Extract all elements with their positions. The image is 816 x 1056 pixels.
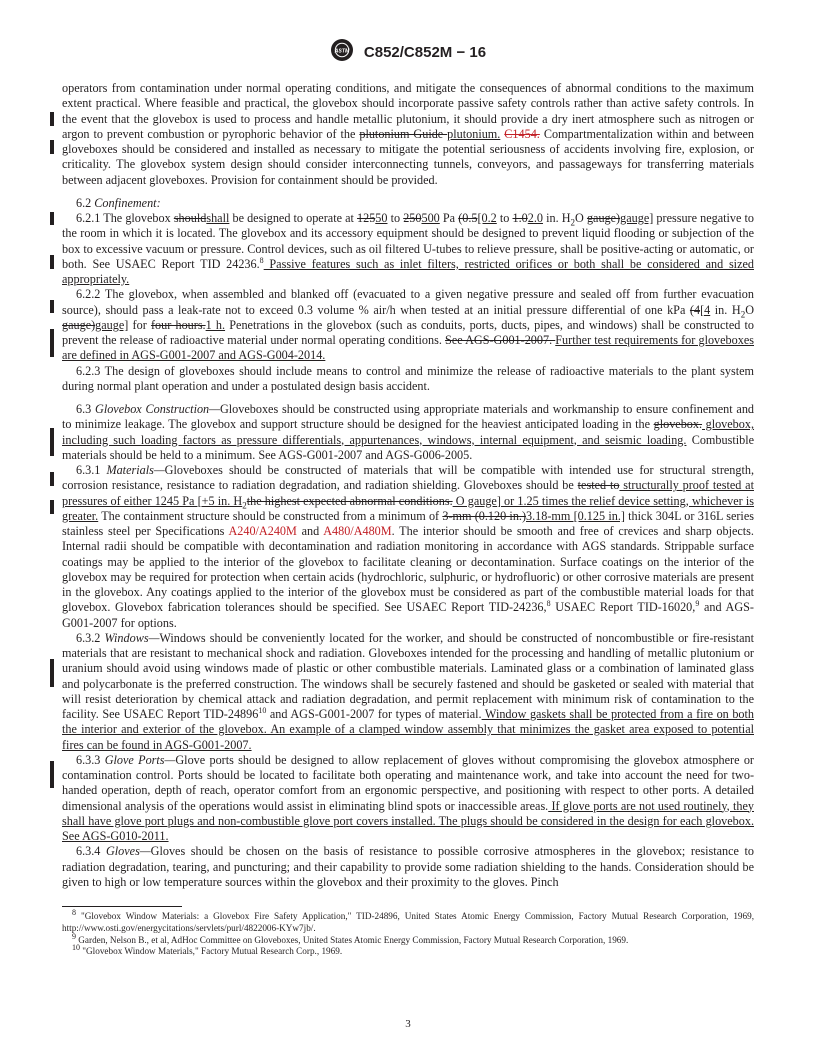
inserted-text: [4 — [700, 303, 710, 317]
change-bar — [50, 300, 54, 313]
text: and AGS-G001-2007 for types of material. — [266, 707, 481, 721]
page: ASTM C852/C852M − 16 operators from cont… — [0, 0, 816, 1056]
svg-text:ASTM: ASTM — [334, 49, 350, 55]
change-bar — [50, 140, 54, 154]
text: USAEC Report TID-16020, — [551, 600, 696, 614]
change-bar — [50, 112, 54, 126]
text: to — [497, 211, 513, 225]
inserted-text: [0.2 — [477, 211, 496, 225]
document-number: C852/C852M − 16 — [364, 44, 486, 61]
text: for — [128, 318, 151, 332]
text: 6.2.2 The glovebox, when assembled and b… — [62, 287, 754, 316]
text: to — [387, 211, 403, 225]
body-text: operators from contamination under norma… — [62, 81, 754, 958]
change-bar — [50, 255, 54, 269]
inserted-text: gauge] — [95, 318, 128, 332]
section-number: 6.3 — [76, 402, 95, 416]
deleted-text: 250 — [403, 211, 421, 225]
change-bar — [50, 329, 54, 357]
deleted-ref: C1454. — [504, 127, 540, 141]
section-title: Confinement: — [94, 196, 160, 210]
footnote-text: "Glovebox Window Materials: a Glovebox F… — [62, 911, 754, 933]
change-bar — [50, 212, 54, 225]
change-bar — [50, 500, 54, 514]
section-number: 6.3.1 — [76, 463, 106, 477]
change-bar — [50, 428, 54, 456]
deleted-text: tested to — [578, 478, 620, 492]
section-number: 6.2 — [76, 196, 94, 210]
deleted-text: four hours. — [151, 318, 206, 332]
deleted-text: 125 — [357, 211, 375, 225]
change-bar — [50, 659, 54, 687]
inserted-text: gauge] — [620, 211, 653, 225]
para-6-3-1: 6.3.1 Materials—Gloveboxes should be con… — [62, 463, 754, 631]
text: be designed to operate at — [229, 211, 357, 225]
page-header: ASTM C852/C852M − 16 — [62, 38, 754, 67]
deleted-text: See AGS-G001-2007. — [445, 333, 555, 347]
section-title: Gloves— — [106, 844, 151, 858]
deleted-text: glovebox. — [654, 417, 702, 431]
footnote-9: 9 Garden, Nelson B., et al, AdHoc Commit… — [62, 935, 754, 947]
section-number: 6.3.2 — [76, 631, 105, 645]
spec-link[interactable]: A240/A240M — [228, 524, 296, 538]
footnote-text: "Glovebox Window Materials," Factory Mut… — [80, 946, 342, 956]
deleted-text: should — [174, 211, 207, 225]
para-6-3-4: 6.3.4 Gloves—Gloves should be chosen on … — [62, 844, 754, 890]
text: in. H — [543, 211, 571, 225]
deleted-text: plutonium Guide — [359, 127, 447, 141]
text: O — [575, 211, 587, 225]
text: O — [745, 303, 754, 317]
para-6-3-2: 6.3.2 Windows—Windows should be convenie… — [62, 631, 754, 753]
section-title: Glovebox Construction— — [95, 402, 220, 416]
text: in. H — [710, 303, 740, 317]
change-bar — [50, 761, 54, 788]
deleted-text: gauge) — [587, 211, 620, 225]
inserted-text: 50 — [375, 211, 387, 225]
text: 6.2.1 The glovebox — [76, 211, 174, 225]
deleted-text: 3-mm (0.120 in.) — [442, 509, 526, 523]
page-number: 3 — [0, 1018, 816, 1030]
inserted-text: 500 — [421, 211, 439, 225]
inserted-text: 2.0 — [528, 211, 543, 225]
footnote-text: Garden, Nelson B., et al, AdHoc Committe… — [76, 935, 628, 945]
text: The containment structure should be cons… — [98, 509, 442, 523]
deleted-text: gauge) — [62, 318, 95, 332]
footnote-8: 8 "Glovebox Window Materials: a Glovebox… — [62, 911, 754, 935]
para-6-3-3: 6.3.3 Glove Ports—Glove ports should be … — [62, 753, 754, 845]
inserted-text: 3.18-mm [0.125 in.] — [526, 509, 625, 523]
text: and — [297, 524, 323, 538]
deleted-text: (0.5 — [458, 211, 477, 225]
para-6-3: 6.3 Glovebox Construction—Gloveboxes sho… — [62, 402, 754, 463]
para-6-2-1: 6.2.1 The glovebox shouldshall be design… — [62, 211, 754, 287]
para-6-2-3: 6.2.3 The design of gloveboxes should in… — [62, 364, 754, 395]
section-title: Materials— — [106, 463, 164, 477]
para-6-1-cont: operators from contamination under norma… — [62, 81, 754, 188]
deleted-text: 1.0 — [513, 211, 528, 225]
text: Pa — [440, 211, 458, 225]
astm-logo-icon: ASTM — [330, 38, 354, 67]
deleted-text: the highest expected abnormal conditions… — [247, 494, 453, 508]
inserted-text: shall — [206, 211, 229, 225]
footnote-10: 10 "Glovebox Window Materials," Factory … — [62, 946, 754, 958]
inserted-text: 1 h. — [206, 318, 225, 332]
change-bar — [50, 472, 54, 486]
section-6-2: 6.2 Confinement: — [62, 196, 754, 211]
footnote-rule — [62, 906, 182, 907]
text: Gloves should be chosen on the basis of … — [62, 844, 754, 889]
spec-link[interactable]: A480/A480M — [323, 524, 391, 538]
section-title: Glove Ports— — [105, 753, 176, 767]
section-number: 6.3.3 — [76, 753, 105, 767]
deleted-text: (4 — [690, 303, 700, 317]
para-6-2-2: 6.2.2 The glovebox, when assembled and b… — [62, 287, 754, 363]
inserted-text: plutonium. — [447, 127, 500, 141]
section-number: 6.3.4 — [76, 844, 106, 858]
section-title: Windows— — [105, 631, 160, 645]
